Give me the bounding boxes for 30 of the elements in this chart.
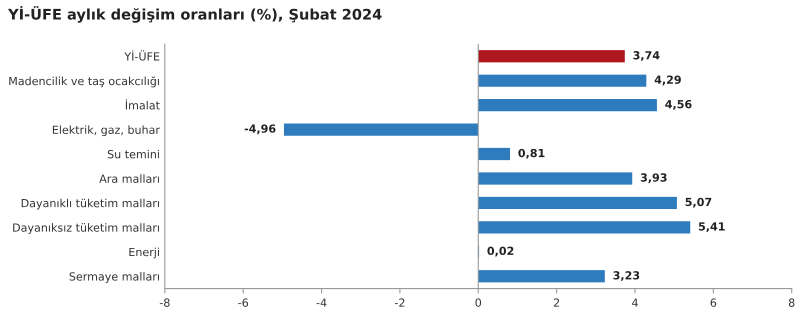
x-tick-label: -8: [160, 298, 170, 307]
y-tick-label: Yİ-ÜFE: [124, 50, 160, 61]
x-tick-label: -2: [394, 298, 404, 307]
data-label: 4,29: [654, 76, 681, 86]
data-label: 3,93: [640, 173, 667, 184]
y-tick-label: İmalat: [126, 99, 160, 110]
data-label: 4,56: [665, 100, 692, 110]
y-tick-label: Sermaye malları: [70, 272, 159, 283]
chart-title: Yİ-ÜFE aylık değişim oranları (%), Şubat 2024: [8, 6, 382, 23]
data-label: -4,96: [244, 124, 276, 134]
data-label: 0,02: [487, 246, 514, 256]
x-tick-label: -6: [238, 298, 248, 307]
data-label: 3,74: [633, 51, 660, 61]
x-tick-label: 8: [788, 298, 794, 307]
y-tick-label: Ara malları: [99, 174, 159, 183]
data-label: 0,81: [518, 148, 544, 159]
y-tick-label: Dayanıksız tüketim malları: [13, 223, 159, 234]
y-tick-label: Madencilik ve taş ocakcılığı: [9, 76, 159, 88]
x-tick-label: -4: [316, 298, 326, 307]
x-tick-label: 2: [554, 298, 560, 307]
x-tick-label: 0: [475, 298, 482, 307]
y-tick-label: Enerji: [129, 248, 159, 258]
x-tick-label: 6: [710, 298, 716, 307]
y-tick-label: Dayanıklı tüketim malları: [22, 198, 159, 210]
data-label: 5,41: [698, 222, 725, 232]
data-label: 3,23: [613, 271, 640, 281]
data-label: 5,07: [686, 198, 712, 208]
y-tick-label: Elektrik, gaz, buhar: [52, 125, 160, 136]
y-tick-label: Su temini: [108, 150, 159, 158]
x-tick-label: 4: [632, 298, 638, 307]
